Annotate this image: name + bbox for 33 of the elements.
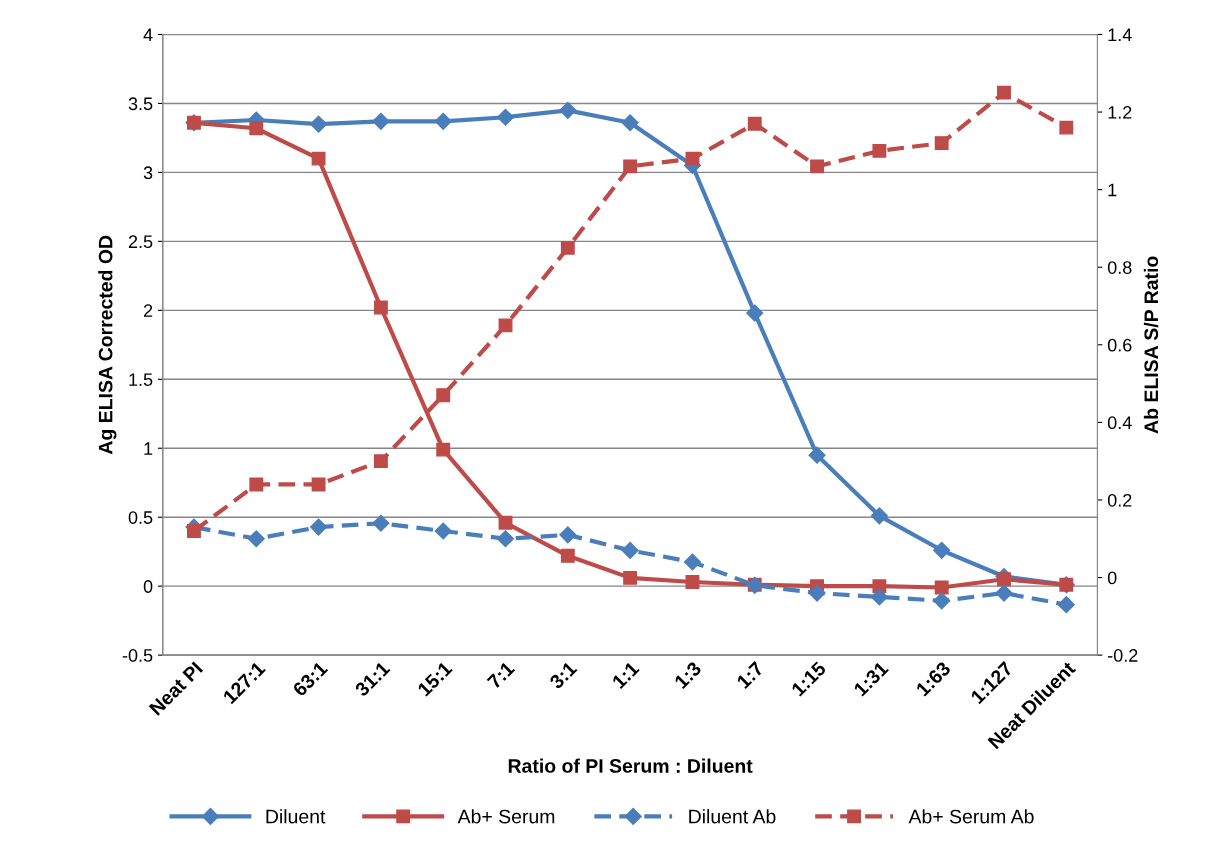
- legend-label: Diluent: [266, 809, 326, 824]
- y-tick-label: 0: [143, 580, 153, 593]
- y2-tick-label: 0.2: [1107, 493, 1132, 507]
- y-axis-title: Ag ELISA Corrected OD: [98, 235, 117, 455]
- y-tick-label: -0.5: [122, 649, 153, 662]
- y-tick-label: 4: [143, 28, 153, 42]
- y2-tick-label: 1.2: [1108, 105, 1132, 119]
- y-tick-label: 0.5: [128, 511, 153, 524]
- x-axis-title: Ratio of PI Serum : Diluent: [508, 758, 753, 773]
- y2-axis-title: Ab ELISA S/P Ratio: [1143, 256, 1159, 434]
- y2-tick-label: 1: [1108, 183, 1117, 197]
- legend-label: Ab+ Serum: [457, 809, 555, 824]
- y-tick-label: 2.5: [128, 235, 153, 249]
- y-tick-label: 2: [143, 304, 153, 317]
- x-tick-label: 1:1: [611, 660, 640, 689]
- y2-tick-label: 1.4: [1108, 28, 1132, 42]
- x-tick-label: 63:1: [291, 660, 329, 698]
- y2-tick-label: 0.8: [1107, 261, 1132, 274]
- x-tick-label: 3:1: [548, 660, 578, 690]
- x-tick-label: 1:3: [673, 660, 703, 690]
- x-tick-label: 31:1: [354, 660, 391, 698]
- y2-tick-label: 0.4: [1107, 416, 1132, 430]
- y-tick-label: 3: [143, 166, 153, 180]
- y-tick-label: 1.5: [129, 373, 153, 386]
- y2-tick-label: 0.6: [1107, 338, 1132, 352]
- y-tick-label: 3.5: [128, 97, 153, 111]
- legend-label: Ab+ Serum Ab: [908, 809, 1034, 824]
- x-tick-label: 1:7: [736, 661, 765, 689]
- y2-tick-label: 0: [1107, 571, 1117, 585]
- y2-tick-label: -0.2: [1107, 649, 1138, 662]
- legend-label: Diluent Ab: [689, 809, 776, 824]
- x-tick-label: 7:1: [486, 660, 516, 690]
- y-tick-label: 1: [144, 442, 153, 455]
